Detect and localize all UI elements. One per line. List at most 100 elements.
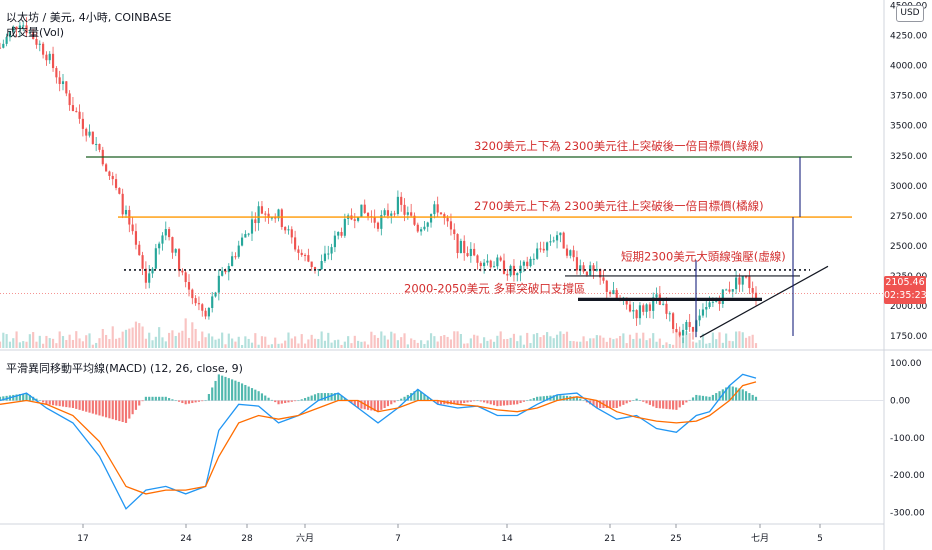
macd-histogram-bar xyxy=(701,395,705,401)
candle-body xyxy=(0,47,2,49)
volume-bar xyxy=(678,331,681,348)
macd-histogram-bar xyxy=(111,400,114,420)
macd-histogram-bar xyxy=(313,394,317,401)
macd-tick-label: 100.00 xyxy=(890,359,922,369)
volume-bar xyxy=(174,336,177,348)
volume-bar xyxy=(201,331,204,348)
candle-body xyxy=(721,289,724,304)
candle-body xyxy=(237,245,240,257)
volume-bar xyxy=(194,328,197,348)
volume-bar xyxy=(280,343,283,348)
volume-bar xyxy=(652,333,655,348)
macd-histogram-bar xyxy=(98,400,101,416)
volume-bar xyxy=(453,331,456,348)
volume-bar xyxy=(695,342,698,348)
candle-body xyxy=(691,327,695,332)
volume-bar xyxy=(705,343,708,348)
candle-body xyxy=(635,310,638,319)
macd-histogram-bar xyxy=(718,391,721,401)
volume-bar xyxy=(645,340,648,348)
macd-histogram-bar xyxy=(635,398,638,401)
candle-body xyxy=(303,254,307,256)
volume-bar xyxy=(725,333,728,348)
macd-histogram-bar xyxy=(754,396,758,401)
level-lines xyxy=(0,156,884,338)
volume-bar xyxy=(439,336,443,348)
macd-histogram-bar xyxy=(539,396,542,401)
volume-bar xyxy=(5,334,8,348)
time-tick-label: 14 xyxy=(501,534,513,544)
volume-bar xyxy=(436,341,439,348)
candle-body xyxy=(376,222,380,229)
macd-tick-label: -300.00 xyxy=(890,509,925,519)
symbol-legend: 以太坊 / 美元, 4小時, COINBASE xyxy=(6,9,174,25)
volume-bar xyxy=(685,331,688,348)
volume-bar xyxy=(380,331,383,348)
candle-body xyxy=(363,204,366,213)
annotation-1: 3200美元上下為 2300美元往上突破後一倍目標價(綠線) xyxy=(474,139,764,153)
macd-histogram-bar xyxy=(12,394,15,401)
volume-bar xyxy=(2,332,5,348)
candle-body xyxy=(42,43,45,55)
macd-histogram-bar xyxy=(65,400,68,408)
macd-histogram-bar xyxy=(625,400,628,404)
volume-bar xyxy=(529,343,532,348)
candle-body xyxy=(18,25,21,30)
time-tick-label: 21 xyxy=(604,534,615,544)
volume-bar xyxy=(294,336,297,348)
candle-body xyxy=(151,268,154,274)
candle-body xyxy=(343,218,346,236)
macd-histogram-bar xyxy=(237,381,240,401)
macd-histogram-bar xyxy=(542,396,545,401)
candle-body xyxy=(741,276,744,285)
volume-bar xyxy=(589,338,592,348)
time-tick-label: 25 xyxy=(670,534,681,544)
currency-badge[interactable]: USD xyxy=(896,5,924,22)
macd-histogram-bar xyxy=(71,400,75,408)
candle-body xyxy=(426,222,429,227)
macd-histogram-bar xyxy=(605,400,608,408)
volume-bar xyxy=(32,332,35,348)
volume-bar xyxy=(317,338,320,348)
candle-body xyxy=(698,315,701,321)
candle-body xyxy=(131,224,134,232)
volume-bar xyxy=(526,332,529,348)
macd-histogram-bar xyxy=(559,395,562,401)
volume-bar xyxy=(420,340,423,348)
candle-body xyxy=(204,310,207,317)
candle-body xyxy=(257,206,260,224)
macd-histogram-bar xyxy=(728,385,731,401)
candle-body xyxy=(751,288,754,293)
candle-body xyxy=(585,271,588,276)
volume-bar xyxy=(638,338,642,348)
volume-bar xyxy=(728,340,731,348)
macd-histogram-bar xyxy=(396,400,399,402)
candle-body xyxy=(340,231,343,236)
volume-bar xyxy=(376,337,380,348)
candle-body xyxy=(466,253,469,257)
candle-body xyxy=(65,81,68,94)
macd-histogram-bar xyxy=(194,400,197,403)
volume-bar xyxy=(58,331,61,348)
annotation-4: 2000-2050美元 多軍突破口支撐區 xyxy=(404,282,585,296)
volume-bar xyxy=(101,328,104,348)
price-tick-label: 4000.00 xyxy=(890,62,927,72)
time-tick-label: 六月 xyxy=(296,532,314,544)
macd-histogram-bar xyxy=(516,400,519,405)
candle-body xyxy=(595,269,598,271)
candle-body xyxy=(380,215,383,229)
macd-histogram-bar xyxy=(58,400,61,407)
volume-bar xyxy=(668,344,671,348)
last-price: 2105.46 xyxy=(885,277,925,288)
candle-body xyxy=(144,268,147,283)
candle-body xyxy=(406,212,409,215)
candle-body xyxy=(383,210,386,216)
volume-bar xyxy=(257,344,260,348)
volume-bar xyxy=(250,342,254,348)
macd-histogram-bar xyxy=(744,391,748,401)
macd-histogram-bar xyxy=(509,400,512,405)
macd-histogram-bar xyxy=(366,400,370,410)
volume-bar xyxy=(15,331,18,348)
macd-histogram-bar xyxy=(158,396,161,401)
